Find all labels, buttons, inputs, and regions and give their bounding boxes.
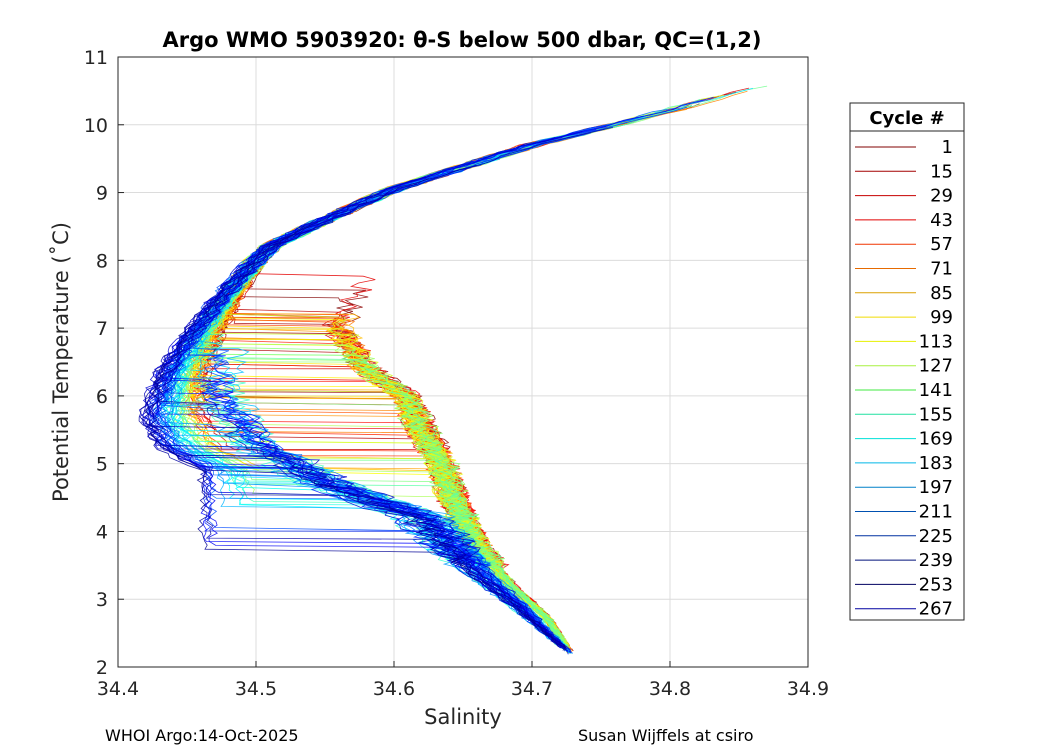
legend-label: 197 xyxy=(919,477,953,498)
y-tick-label: 8 xyxy=(96,250,108,272)
legend-label: 267 xyxy=(919,599,953,620)
legend-label: 29 xyxy=(930,186,953,207)
legend-label: 141 xyxy=(919,380,953,401)
profile-curve xyxy=(155,129,605,649)
legend-title: Cycle # xyxy=(869,108,944,129)
x-tick-label: 34.6 xyxy=(373,678,415,700)
y-tick-label: 6 xyxy=(96,386,108,408)
profile-curve xyxy=(152,182,562,648)
y-tick-label: 11 xyxy=(84,47,108,69)
legend-label: 15 xyxy=(930,161,953,182)
y-axis-label: Potential Temperature (˚C) xyxy=(49,222,73,502)
legend-label: 127 xyxy=(919,356,953,377)
y-tick-label: 7 xyxy=(96,318,108,340)
legend-entries: 1 15 29 43 57 71 85 99 113 127 141 155 169 183 197 211 2… xyxy=(855,137,953,620)
profile-curve xyxy=(141,178,566,647)
legend-label: 169 xyxy=(919,429,953,450)
legend-label: 43 xyxy=(930,210,953,231)
x-tick-labels: 34.4 34.5 34.6 34.7 34.8 34.9 xyxy=(97,661,829,700)
profile-curve xyxy=(142,131,583,643)
y-tick-label: 9 xyxy=(96,183,108,205)
x-tick-label: 34.7 xyxy=(511,678,553,700)
x-axis-label: Salinity xyxy=(424,705,502,729)
plot-area xyxy=(117,56,809,668)
profile-curve xyxy=(157,164,567,649)
legend-label: 1 xyxy=(942,137,953,158)
legend-label: 57 xyxy=(930,234,953,255)
legend-label: 211 xyxy=(919,502,953,523)
footer-credit: Susan Wijffels at csiro xyxy=(578,726,754,745)
profile-curve xyxy=(155,226,566,649)
y-tick-label: 5 xyxy=(96,454,108,476)
chart-title: Argo WMO 5903920: θ-S below 500 dbar, QC… xyxy=(163,28,762,52)
x-tick-label: 34.4 xyxy=(97,678,139,700)
y-tick-label: 2 xyxy=(96,657,108,679)
legend-label: 155 xyxy=(919,404,953,425)
profile-curve xyxy=(143,219,567,651)
legend-label: 183 xyxy=(919,453,953,474)
footer-source: WHOI Argo:14-Oct-2025 xyxy=(105,726,299,745)
legend-label: 113 xyxy=(919,331,953,352)
legend-label: 85 xyxy=(930,283,953,304)
legend-label: 239 xyxy=(919,550,953,571)
legend-box xyxy=(849,102,965,621)
x-tick-label: 34.9 xyxy=(787,678,829,700)
y-tick-label: 10 xyxy=(84,115,108,137)
x-tick-label: 34.8 xyxy=(649,678,691,700)
y-tick-labels: 2 3 4 5 6 7 8 9 10 11 xyxy=(84,47,124,679)
legend-label: 225 xyxy=(919,526,953,547)
legend-label: 99 xyxy=(930,307,953,328)
grid xyxy=(117,56,809,668)
y-tick-label: 3 xyxy=(96,589,108,611)
profile-curve xyxy=(138,225,567,651)
legend-label: 253 xyxy=(919,574,953,595)
y-tick-label: 4 xyxy=(96,521,108,543)
legend: Cycle # 1 15 29 43 57 71 85 99 113 127 141 155 169 18… xyxy=(849,102,965,621)
data-curves xyxy=(138,85,768,655)
x-tick-label: 34.5 xyxy=(235,678,277,700)
legend-label: 71 xyxy=(930,259,953,280)
plot-frame xyxy=(117,56,809,668)
